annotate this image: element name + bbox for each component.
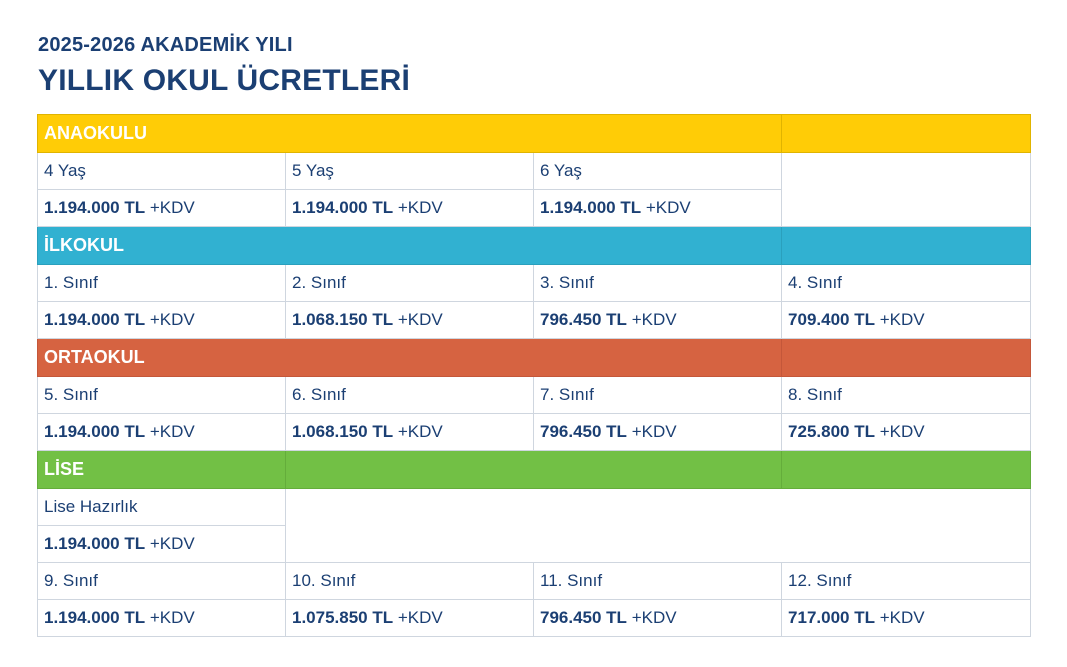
academic-year-subtitle: 2025-2026 AKADEMİK YILI [38, 34, 293, 56]
vat-suffix: +KDV [879, 422, 925, 441]
level-name: 4. Sınıf [781, 264, 1032, 302]
price-row: 1.194.000 TL +KDV 1.194.000 TL +KDV 1.19… [37, 189, 1031, 227]
price-value: 717.000 TL [788, 608, 875, 627]
price-cell: 1.194.000 TL +KDV [37, 413, 286, 451]
price-cell: 1.194.000 TL +KDV [37, 525, 286, 563]
level-name: 10. Sınıf [285, 562, 534, 600]
vat-suffix: +KDV [149, 198, 195, 217]
vat-suffix: +KDV [879, 608, 925, 627]
section-header-filler [781, 114, 1032, 153]
price-cell: 1.194.000 TL +KDV [37, 189, 286, 227]
price-value: 1.194.000 TL [292, 198, 394, 217]
level-name: 5 Yaş [285, 152, 534, 190]
level-row: 1. Sınıf 2. Sınıf 3. Sınıf 4. Sınıf [37, 264, 1032, 302]
price-cell: 796.450 TL +KDV [532, 301, 783, 339]
level-name: 7. Sınıf [532, 376, 783, 414]
level-name: 12. Sınıf [781, 562, 1032, 600]
price-cell: 1.194.000 TL +KDV [37, 599, 286, 637]
level-row: Lise Hazırlık [37, 488, 1032, 563]
vat-suffix: +KDV [149, 422, 195, 441]
price-cell: 1.194.000 TL +KDV [285, 189, 534, 227]
price-value: 796.450 TL [540, 422, 627, 441]
vat-suffix: +KDV [631, 310, 677, 329]
price-cell: 1.068.150 TL +KDV [285, 413, 534, 451]
price-row: 1.194.000 TL +KDV 1.075.850 TL +KDV 796.… [37, 599, 1032, 637]
price-value: 1.194.000 TL [44, 310, 146, 329]
price-value: 725.800 TL [788, 422, 875, 441]
section-label: ORTAOKUL [36, 338, 783, 377]
section-header-filler [284, 450, 783, 489]
level-name: 1. Sınıf [37, 264, 286, 302]
section-label: LİSE [37, 450, 286, 489]
vat-suffix: +KDV [149, 534, 195, 553]
vat-suffix: +KDV [397, 422, 443, 441]
level-name: 11. Sınıf [532, 562, 783, 600]
vat-suffix: +KDV [397, 608, 443, 627]
price-value: 1.194.000 TL [540, 198, 642, 217]
vat-suffix: +KDV [149, 608, 195, 627]
section-header-ilkokul: İLKOKUL [36, 226, 1032, 265]
price-cell: 709.400 TL +KDV [781, 301, 1032, 339]
section-label: İLKOKUL [36, 226, 783, 265]
page-title: YILLIK OKUL ÜCRETLERİ [38, 64, 410, 97]
price-row: 1.194.000 TL +KDV [37, 525, 1031, 563]
empty-cell [284, 488, 1032, 563]
empty-cell [781, 152, 1032, 227]
price-value: 1.075.850 TL [292, 608, 394, 627]
level-row: 4 Yaş 5 Yaş 6 Yaş [37, 152, 1032, 227]
price-cell: 796.450 TL +KDV [532, 413, 783, 451]
price-cell: 1.194.000 TL +KDV [37, 301, 286, 339]
price-cell: 1.068.150 TL +KDV [285, 301, 534, 339]
price-cell: 1.075.850 TL +KDV [285, 599, 534, 637]
vat-suffix: +KDV [631, 422, 677, 441]
level-name: 9. Sınıf [37, 562, 286, 600]
level-row: 9. Sınıf 10. Sınıf 11. Sınıf 12. Sınıf [37, 562, 1032, 600]
price-row: 1.194.000 TL +KDV 1.068.150 TL +KDV 796.… [37, 301, 1032, 339]
price-cell: 796.450 TL +KDV [532, 599, 783, 637]
price-value: 1.194.000 TL [44, 422, 146, 441]
section-header-filler [781, 226, 1032, 265]
section-header-lise: LİSE [37, 450, 1032, 489]
vat-suffix: +KDV [631, 608, 677, 627]
level-name: 6. Sınıf [285, 376, 534, 414]
price-row: 1.194.000 TL +KDV 1.068.150 TL +KDV 796.… [37, 413, 1032, 451]
level-name: 2. Sınıf [285, 264, 534, 302]
price-value: 1.194.000 TL [44, 534, 146, 553]
vat-suffix: +KDV [397, 198, 443, 217]
level-row: 5. Sınıf 6. Sınıf 7. Sınıf 8. Sınıf [37, 376, 1032, 414]
vat-suffix: +KDV [149, 310, 195, 329]
price-value: 1.194.000 TL [44, 608, 146, 627]
fees-table: ANAOKULU 4 Yaş 5 Yaş 6 Yaş 1.194.000 TL … [36, 114, 1032, 637]
vat-suffix: +KDV [397, 310, 443, 329]
price-value: 709.400 TL [788, 310, 875, 329]
section-header-filler [781, 450, 1032, 489]
price-value: 1.068.150 TL [292, 422, 394, 441]
price-cell: 1.194.000 TL +KDV [532, 189, 783, 227]
price-cell: 725.800 TL +KDV [781, 413, 1032, 451]
price-value: 1.194.000 TL [44, 198, 146, 217]
section-header-filler [781, 338, 1032, 377]
price-value: 1.068.150 TL [292, 310, 394, 329]
level-name: 3. Sınıf [532, 264, 783, 302]
price-cell: 717.000 TL +KDV [781, 599, 1032, 637]
vat-suffix: +KDV [645, 198, 691, 217]
level-name: 8. Sınıf [781, 376, 1032, 414]
level-name: 6 Yaş [532, 152, 783, 190]
vat-suffix: +KDV [879, 310, 925, 329]
section-header-ortaokul: ORTAOKUL [36, 338, 1032, 377]
section-label: ANAOKULU [36, 114, 783, 153]
section-header-anaokulu: ANAOKULU [36, 114, 1032, 153]
price-value: 796.450 TL [540, 608, 627, 627]
level-name: 4 Yaş [37, 152, 286, 190]
price-value: 796.450 TL [540, 310, 627, 329]
level-name: 5. Sınıf [37, 376, 286, 414]
level-name: Lise Hazırlık [37, 488, 286, 526]
